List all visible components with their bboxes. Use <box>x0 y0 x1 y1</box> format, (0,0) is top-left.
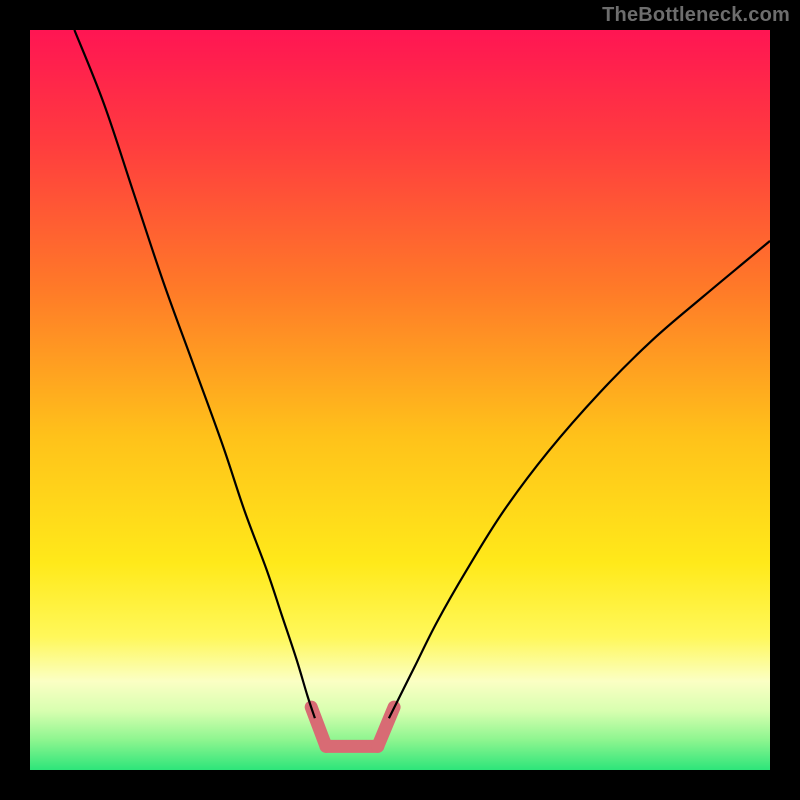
plot-gradient-background <box>30 30 770 770</box>
chart-container: TheBottleneck.com <box>0 0 800 800</box>
bottleneck-chart <box>0 0 800 800</box>
